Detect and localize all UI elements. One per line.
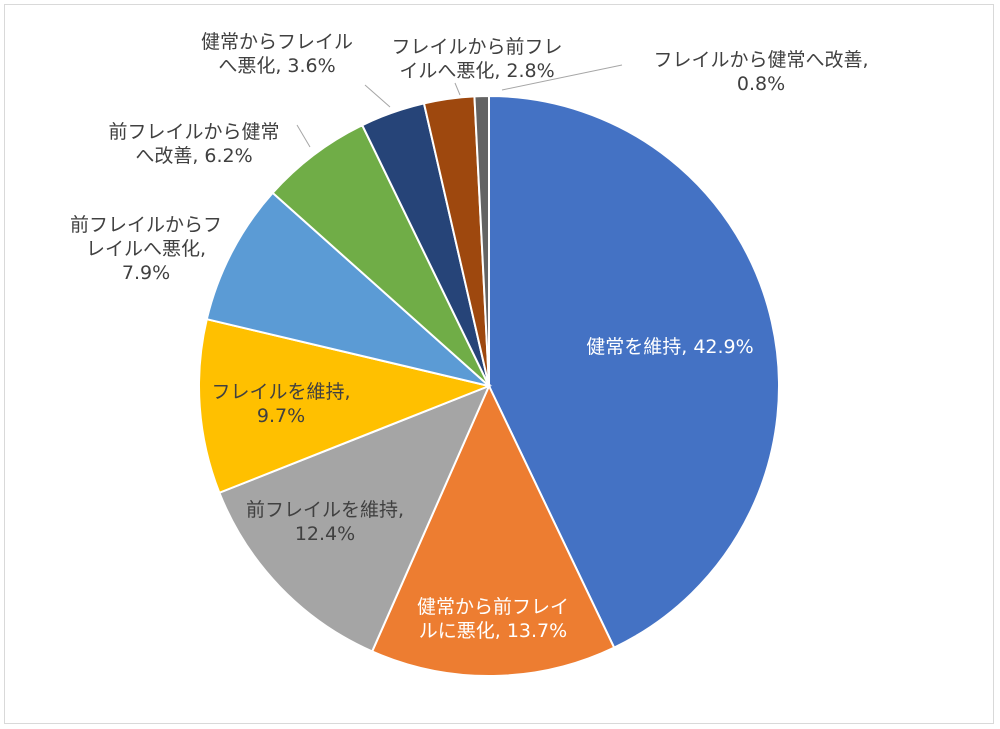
slice-data-label: 健常からフレイルへ悪化, 3.6% [201, 31, 353, 77]
slice-label-line: へ悪化, 3.6% [218, 55, 335, 77]
pie-slice [218, 384, 491, 653]
pie-slice [205, 191, 490, 387]
slice-label-line: フレイルを維持, [211, 381, 350, 403]
slice-label-line: 前フレイルからフ [70, 214, 222, 236]
slice-label-line: 前フレイルから健常 [108, 121, 279, 143]
leader-line [501, 64, 623, 91]
slice-data-label: 健常から前フレイルに悪化, 13.7% [417, 596, 569, 642]
slice-label-line: 健常を維持, 42.9% [586, 336, 753, 358]
slice-label-line: 7.9% [122, 262, 170, 284]
slices [198, 94, 780, 677]
slice-label-line: フレイルから健常へ改善, [653, 49, 868, 71]
slice-label-line: イルへ悪化, 2.8% [399, 60, 554, 82]
leader-line [296, 124, 311, 148]
pie-slice [473, 94, 490, 387]
slice-label-line: 健常からフレイル [201, 31, 353, 53]
chart-area: 健常を維持, 42.9% 健常から前フレイルに悪化, 13.7% 前フレイルを維持,… [4, 4, 994, 724]
slice-data-label: フレイルから健常へ改善, 0.8% [653, 49, 868, 95]
slice-label-line: 12.4% [295, 523, 355, 545]
leader-line [454, 82, 461, 96]
slice-label-line: へ改善, 6.2% [135, 145, 252, 167]
leader-line [364, 84, 391, 108]
slice-label-line: 健常から前フレイ [417, 596, 569, 618]
slice-data-label: 健常を維持, 42.9% [586, 336, 753, 358]
pie-slice [370, 383, 616, 677]
slice-data-label: 前フレイルから健常へ改善, 6.2% [108, 121, 279, 167]
slice-data-label: フレイルを維持, 9.7% [211, 381, 350, 427]
slice-label-line: フレイルから前フレ [391, 36, 562, 58]
pie-slice [488, 94, 780, 649]
pie-slice [198, 317, 493, 495]
slice-data-label: フレイルから前フレイルへ悪化, 2.8% [391, 36, 562, 82]
slice-label-line: 前フレイルを維持, [246, 499, 404, 521]
data-labels: 健常を維持, 42.9% 健常から前フレイルに悪化, 13.7% 前フレイルを維持,… [70, 31, 869, 642]
pie-chart: 健常を維持, 42.9% 健常から前フレイルに悪化, 13.7% 前フレイルを維持,… [70, 31, 869, 677]
slice-label-line: 9.7% [257, 405, 305, 427]
leader-lines [296, 64, 623, 148]
slice-data-label: 前フレイルを維持, 12.4% [246, 499, 404, 545]
slice-label-line: レイルへ悪化, [86, 238, 206, 260]
slice-label-line: 0.8% [737, 73, 785, 95]
slice-data-label: 前フレイルからフレイルへ悪化, 7.9% [70, 214, 222, 284]
slice-label-line: ルに悪化, 13.7% [419, 620, 567, 642]
